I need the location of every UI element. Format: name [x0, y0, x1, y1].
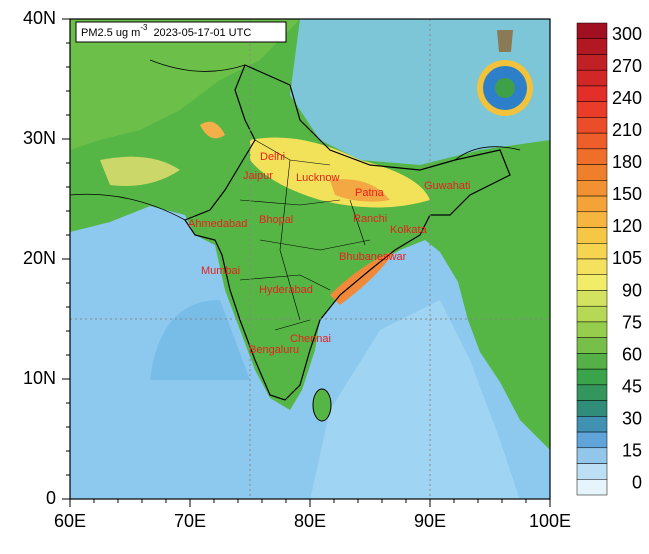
colorbar-box	[576, 101, 608, 118]
y-tick-label: 10N	[23, 368, 56, 388]
haze-region	[100, 156, 180, 186]
colorbar-box	[576, 54, 608, 71]
state-border	[239, 139, 371, 331]
colorbar-label: 300	[612, 24, 642, 44]
colorbar-label: 0	[632, 473, 642, 493]
colorbar-label: 180	[612, 152, 642, 172]
colorbar-box	[576, 211, 608, 228]
title-exponent: -3	[140, 23, 148, 32]
city-label: Kolkata	[390, 224, 428, 236]
y-tick-label: 20N	[23, 248, 56, 268]
colorbar-box	[576, 290, 608, 307]
y-tick-label: 30N	[23, 128, 56, 148]
colorbar-label: 210	[612, 120, 642, 140]
colorbar-box	[576, 69, 608, 87]
colorbar-box	[576, 258, 608, 275]
colorbar-box	[576, 195, 608, 213]
colorbar-box	[576, 148, 608, 165]
colorbar-box	[576, 38, 608, 55]
colorbar-box	[576, 305, 608, 323]
colorbar-box	[576, 132, 608, 150]
title-text: PM2.5 ug m	[81, 27, 140, 39]
colorbar-box	[576, 353, 608, 370]
colorbar-box	[576, 337, 608, 354]
colorbar-box	[576, 274, 608, 291]
logo	[477, 30, 533, 116]
colorbar-box	[576, 321, 608, 338]
city-label: Bhopal	[259, 214, 293, 226]
x-tick-label: 80E	[294, 511, 326, 531]
colorbar-box	[576, 463, 608, 480]
country-border	[70, 59, 521, 221]
haze-region	[330, 179, 390, 202]
colorbar-label: 15	[622, 441, 642, 461]
x-tick-label: 70E	[174, 511, 206, 531]
emblem	[497, 30, 513, 52]
colorbar-label: 45	[622, 377, 642, 397]
colorbar-box	[576, 117, 608, 134]
colorbar-label: 90	[622, 280, 642, 300]
colorbar-label: 150	[612, 184, 642, 204]
island	[312, 388, 332, 422]
city-label: Bengaluru	[249, 344, 299, 356]
x-tick-label: 90E	[414, 511, 446, 531]
colorbar-label: 120	[612, 216, 642, 236]
city-label: Mumbai	[201, 265, 240, 277]
x-tick-label: 60E	[54, 511, 86, 531]
colorbar-box	[576, 227, 608, 244]
city-label: Bhubaneswar	[339, 251, 407, 263]
city-label: Ranchi	[353, 213, 387, 225]
y-tick-label: 0	[46, 488, 56, 508]
colorbar-box	[576, 400, 608, 417]
colorbar-label: 240	[612, 88, 642, 108]
city-label: Ahmedabad	[188, 218, 247, 230]
logo-globe	[495, 78, 515, 98]
x-tick-label: 100E	[529, 511, 571, 531]
colorbar-box	[576, 479, 608, 496]
colorbar-box	[576, 447, 608, 464]
colorbar-label: 105	[612, 248, 642, 268]
map-title: PM2.5 ug m-3 2023-05-17-01 UTC	[81, 23, 251, 39]
title-box	[75, 21, 287, 43]
colorbar-box	[576, 180, 608, 197]
ocean-shade	[150, 300, 250, 380]
land-shade	[70, 19, 300, 150]
colorbar-box	[576, 431, 608, 449]
colorbar-box	[576, 384, 608, 401]
colorbar-box	[576, 85, 608, 102]
plateau-shade	[290, 19, 550, 165]
colorbar-label: 270	[612, 56, 642, 76]
city-label: Hyderabad	[259, 284, 313, 296]
city-label: Patna	[355, 187, 385, 199]
city-label: Delhi	[260, 151, 285, 163]
colorbar-label: 75	[622, 312, 642, 332]
city-label: Jaipur	[243, 170, 273, 182]
colorbar-box	[576, 243, 608, 260]
country-border	[184, 64, 511, 401]
city-label: Lucknow	[296, 172, 339, 184]
haze-region	[250, 137, 430, 208]
title-date: 2023-05-17-01 UTC	[153, 27, 251, 39]
colorbar-box	[576, 368, 608, 386]
colorbar-box	[576, 416, 608, 433]
colorbar-label: 60	[622, 344, 642, 364]
ocean-shade	[310, 300, 520, 499]
city-label: Guwahati	[424, 180, 470, 192]
colorbar-box	[576, 164, 608, 181]
map	[70, 19, 550, 499]
colorbar-label: 30	[622, 409, 642, 429]
city-label: Chennai	[290, 333, 331, 345]
y-tick-label: 40N	[23, 8, 56, 28]
colorbar-box	[576, 22, 608, 39]
haze-region	[200, 121, 225, 139]
